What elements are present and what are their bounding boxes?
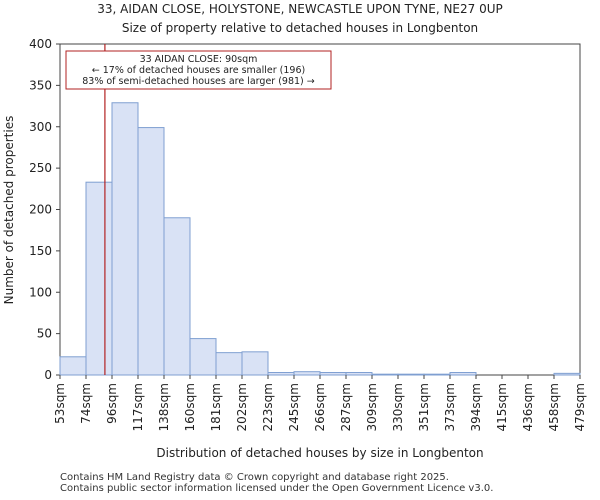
y-tick-label: 400 [29,37,52,51]
y-axis-label: Number of detached properties [2,116,16,305]
annotation-box [65,50,332,90]
footer-line2: Contains public sector information licen… [60,483,494,494]
x-tick-label: 96sqm [105,383,119,424]
y-tick-label: 300 [29,120,52,134]
footer: Contains HM Land Registry data © Crown c… [60,472,493,494]
y-tick-label: 50 [37,327,52,341]
histogram-bar [449,372,477,376]
y-tick-label: 0 [44,368,52,382]
x-tick-label: 245sqm [287,383,301,431]
histogram-bar [163,217,191,376]
x-tick-label: 436sqm [521,383,535,431]
histogram-bar [215,352,243,376]
histogram-chart: 33, AIDAN CLOSE, HOLYSTONE, NEWCASTLE UP… [2,2,587,460]
histogram-bar [423,373,451,376]
histogram-bar [59,356,87,376]
histogram-bar [319,372,347,376]
chart-title-line2: Size of property relative to detached ho… [122,21,478,35]
histogram-bar [293,371,321,376]
annotation-line-1: 33 AIDAN CLOSE: 90sqm [140,54,258,65]
histogram-bar [137,127,165,376]
x-tick-label: 394sqm [469,383,483,431]
x-tick-label: 117sqm [131,383,145,431]
x-tick-label: 74sqm [79,383,93,424]
y-tick-label: 100 [29,285,52,299]
x-tick-label: 53sqm [53,383,67,424]
y-tick-label: 350 [29,78,52,92]
y-tick-label: 250 [29,161,52,175]
x-tick-label: 479sqm [573,383,587,431]
footer-line1: Contains HM Land Registry data © Crown c… [60,472,449,483]
x-tick-label: 330sqm [391,383,405,431]
histogram-bar [241,351,269,376]
x-tick-label: 160sqm [183,383,197,431]
y-tick-label: 150 [29,244,52,258]
plot-area: 0 50 100 150 200 250 300 350 400 53sqm 74sqm 96sqm 1… [29,37,587,431]
histogram-bar [397,373,425,376]
histogram-bar [553,372,581,376]
x-tick-label: 458sqm [547,383,561,431]
x-tick-label: 181sqm [209,383,223,431]
annotation-line-2: ← 17% of detached houses are smaller (19… [92,65,305,76]
x-tick-label: 373sqm [443,383,457,431]
x-tick-label: 287sqm [339,383,353,431]
x-tick-label: 351sqm [417,383,431,431]
annotation-line-3: 83% of semi-detached houses are larger (… [82,76,315,87]
x-tick-label: 309sqm [365,383,379,431]
x-tick-label: 415sqm [495,383,509,431]
histogram-bar [189,338,217,376]
chart-title-line1: 33, AIDAN CLOSE, HOLYSTONE, NEWCASTLE UP… [97,2,503,16]
x-axis-label: Distribution of detached houses by size … [156,446,483,460]
histogram-bar [371,373,399,376]
histogram-bar [267,372,295,376]
y-tick-label: 200 [29,203,52,217]
x-tick-label: 138sqm [157,383,171,431]
histogram-bar [345,372,373,376]
x-tick-label: 202sqm [235,383,249,431]
histogram-bar [111,102,139,376]
histogram-bar [85,181,113,376]
x-tick-label: 266sqm [313,383,327,431]
x-tick-label: 223sqm [261,383,275,431]
